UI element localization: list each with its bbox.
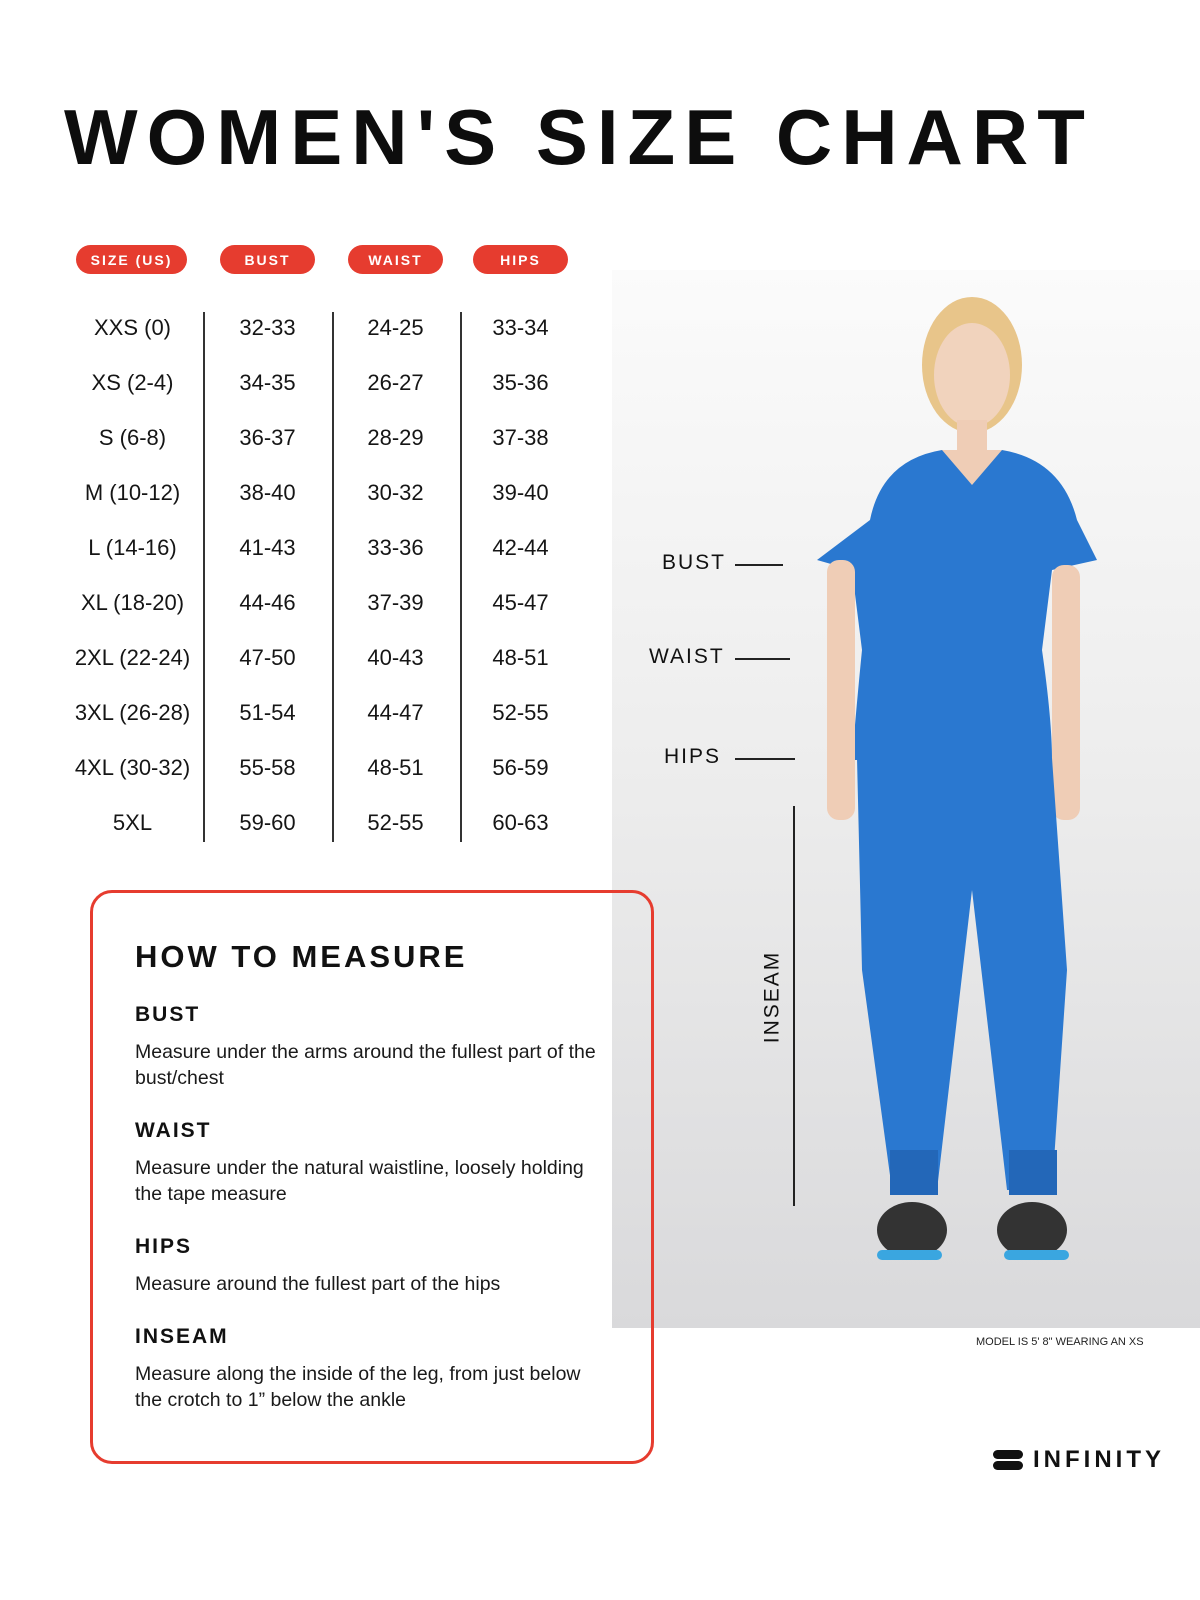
section-heading: WAIST — [135, 1119, 212, 1142]
how-to-title: HOW TO MEASURE — [135, 939, 468, 974]
label-hips: HIPS — [664, 745, 722, 768]
table-cell-sizes: L (14-16) — [88, 534, 177, 560]
table-cell-bust: 34-35 — [239, 369, 296, 395]
label-waist: WAIST — [649, 645, 725, 668]
table-cell-sizes: XL (18-20) — [80, 589, 185, 615]
table-cell-sizes: S (6-8) — [98, 424, 167, 450]
hips-line — [735, 758, 795, 760]
column-divider — [332, 312, 334, 842]
section-heading: HIPS — [135, 1235, 193, 1258]
size-column: XXS (0) XS (2-4) S (6-8) M (10-12) L (14-16)… — [70, 300, 195, 850]
table-cell-waist: 40-43 — [367, 644, 424, 670]
table-cell-bust: 41-43 — [239, 534, 296, 560]
section-text: Measure under the natural waistline, loo… — [135, 1157, 584, 1205]
table-cell-sizes: 5XL — [112, 809, 153, 835]
model-note: MODEL IS 5' 8" WEARING AN XS — [976, 1336, 1144, 1348]
header-waist: WAIST — [348, 245, 443, 274]
brand-name: INFINITY — [1033, 1446, 1165, 1473]
table-cell-sizes: 3XL (26-28) — [74, 699, 191, 725]
table-cell-sizes: XXS (0) — [93, 314, 172, 340]
table-cell-waist: 28-29 — [367, 424, 424, 450]
label-bust: BUST — [662, 551, 727, 574]
table-cell-hips: 35-36 — [492, 369, 549, 395]
table-cell-waist: 30-32 — [367, 479, 424, 505]
brand-logo: INFINITY — [993, 1446, 1165, 1474]
bust-line — [735, 564, 783, 566]
section-heading: BUST — [135, 1003, 201, 1026]
table-cell-waist: 33-36 — [367, 534, 424, 560]
inseam-line — [793, 806, 795, 1206]
waist-column: 24-25 26-27 28-29 30-32 33-36 37-39 40-43 44-47… — [333, 300, 458, 850]
table-cell-bust: 59-60 — [239, 809, 296, 835]
model-photo — [612, 270, 1200, 1328]
table-cell-waist: 44-47 — [367, 699, 424, 725]
table-cell-waist: 52-55 — [367, 809, 424, 835]
table-cell-hips: 60-63 — [492, 809, 549, 835]
section-text: Measure under the arms around the fulles… — [135, 1041, 596, 1089]
bust-column: 32-33 34-35 36-37 38-40 41-43 44-46 47-50 51-54… — [205, 300, 330, 850]
section-bust: BUST Measure under the arms around the fu… — [135, 1003, 605, 1091]
table-cell-sizes: 2XL (22-24) — [74, 644, 191, 670]
section-hips: HIPS Measure around the fullest part of t… — [135, 1235, 605, 1297]
header-bust: BUST — [220, 245, 315, 274]
section-text: Measure around the fullest part of the h… — [135, 1273, 501, 1295]
section-text: Measure along the inside of the leg, fro… — [135, 1363, 581, 1411]
table-cell-waist: 48-51 — [367, 754, 424, 780]
table-cell-hips: 45-47 — [492, 589, 549, 615]
table-cell-hips: 52-55 — [492, 699, 549, 725]
label-inseam: INSEAM — [760, 950, 784, 1044]
header-hips: HIPS — [473, 245, 568, 274]
table-cell-sizes: XS (2-4) — [91, 369, 174, 395]
table-cell-hips: 37-38 — [492, 424, 549, 450]
model-figure-illustration — [817, 297, 1097, 1260]
table-cell-hips: 39-40 — [492, 479, 549, 505]
table-cell-sizes: 4XL (30-32) — [74, 754, 191, 780]
table-cell-bust: 55-58 — [239, 754, 296, 780]
column-divider — [203, 312, 205, 842]
how-to-measure-box: HOW TO MEASURE BUST Measure under the arm… — [90, 890, 654, 1464]
section-inseam: INSEAM Measure along the inside of the le… — [135, 1325, 605, 1413]
table-cell-bust: 38-40 — [239, 479, 296, 505]
header-size: SIZE (US) — [76, 245, 187, 274]
table-cell-hips: 48-51 — [492, 644, 549, 670]
table-cell-hips: 42-44 — [492, 534, 549, 560]
table-cell-bust: 32-33 — [239, 314, 296, 340]
table-cell-bust: 36-37 — [239, 424, 296, 450]
waist-line — [735, 658, 790, 660]
section-heading: INSEAM — [135, 1325, 229, 1348]
table-cell-hips: 56-59 — [492, 754, 549, 780]
table-cell-waist: 26-27 — [367, 369, 424, 395]
column-divider — [460, 312, 462, 842]
table-cell-sizes: M (10-12) — [84, 479, 181, 505]
table-cell-waist: 24-25 — [367, 314, 424, 340]
table-cell-hips: 33-34 — [492, 314, 549, 340]
page-title: WOMEN'S SIZE CHART — [64, 93, 1094, 181]
table-cell-waist: 37-39 — [367, 589, 424, 615]
table-cell-bust: 51-54 — [239, 699, 296, 725]
section-waist: WAIST Measure under the natural waistline… — [135, 1119, 605, 1207]
hips-column: 33-34 35-36 37-38 39-40 42-44 45-47 48-51 52-55… — [458, 300, 583, 850]
infinity-logo-icon — [993, 1450, 1023, 1470]
table-cell-bust: 44-46 — [239, 589, 296, 615]
table-cell-bust: 47-50 — [239, 644, 296, 670]
